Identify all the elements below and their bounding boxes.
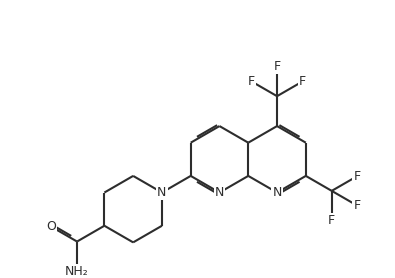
- Text: N: N: [273, 186, 282, 199]
- Text: F: F: [299, 75, 306, 88]
- Text: F: F: [328, 214, 335, 227]
- Text: F: F: [273, 60, 280, 73]
- Text: NH₂: NH₂: [65, 265, 89, 278]
- Text: F: F: [354, 170, 361, 183]
- Text: F: F: [354, 199, 361, 212]
- Text: O: O: [46, 220, 56, 233]
- Text: N: N: [157, 186, 167, 199]
- Text: F: F: [248, 75, 255, 88]
- Text: N: N: [215, 186, 224, 199]
